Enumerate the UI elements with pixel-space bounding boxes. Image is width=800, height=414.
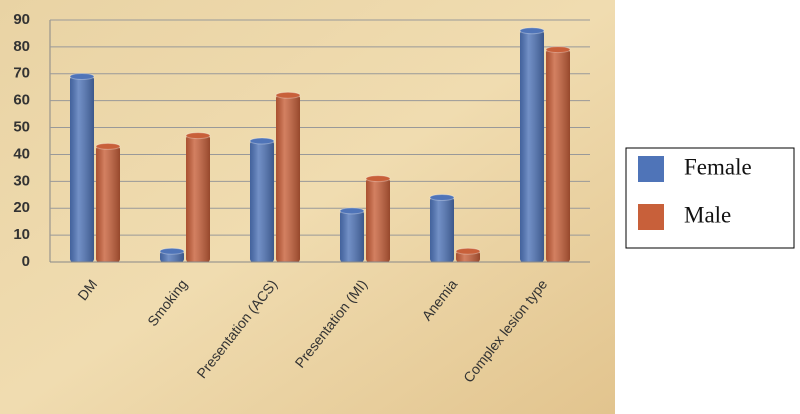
bar-cap [519, 27, 545, 35]
bar-group [429, 193, 455, 262]
bar-group [545, 46, 571, 263]
bar-shading [520, 30, 544, 263]
bar-shading [276, 95, 300, 263]
bar-cap [339, 207, 365, 215]
bar-group [365, 175, 391, 262]
legend-swatch [638, 156, 664, 182]
bar-shading [340, 210, 364, 262]
bar-cap [545, 46, 571, 54]
bar-cap [249, 137, 275, 145]
bar-shading [186, 135, 210, 262]
y-tick-label: 70 [13, 65, 30, 82]
bar-cap [69, 72, 95, 80]
bar-group [275, 91, 301, 263]
bar-shading [96, 146, 120, 262]
bar-group [69, 72, 95, 262]
bar-group [519, 27, 545, 263]
bar-group [159, 247, 185, 262]
y-tick-label: 60 [13, 92, 30, 109]
bar-group [185, 132, 211, 262]
bar-group [249, 137, 275, 262]
bar-shading [430, 197, 454, 262]
y-tick-label: 90 [13, 11, 30, 28]
y-tick-label: 50 [13, 119, 30, 136]
y-tick-label: 80 [13, 38, 30, 55]
bar-cap [159, 247, 185, 255]
y-tick-label: 10 [13, 226, 30, 243]
bar-cap [429, 193, 455, 201]
bar-shading [546, 49, 570, 263]
bar-shading [70, 76, 94, 262]
bar-cap [455, 247, 481, 255]
legend: Female Male [625, 147, 795, 249]
bar-cap [365, 175, 391, 183]
bar-shading [366, 178, 390, 262]
bar-group [95, 142, 121, 262]
y-tick-label: 0 [22, 253, 30, 270]
legend-label: Male [684, 202, 731, 227]
y-tick-label: 20 [13, 199, 30, 216]
bar-cap [185, 132, 211, 140]
bar-group [339, 207, 365, 262]
legend-swatch [638, 204, 664, 230]
bar-cap [95, 142, 121, 150]
bar-shading [456, 251, 480, 262]
legend-label: Female [684, 154, 752, 179]
y-tick-label: 40 [13, 145, 30, 162]
y-tick-label: 30 [13, 172, 30, 189]
bar-shading [160, 251, 184, 262]
bar-group [455, 247, 481, 262]
bar-shading [250, 141, 274, 262]
bar-cap [275, 91, 301, 99]
